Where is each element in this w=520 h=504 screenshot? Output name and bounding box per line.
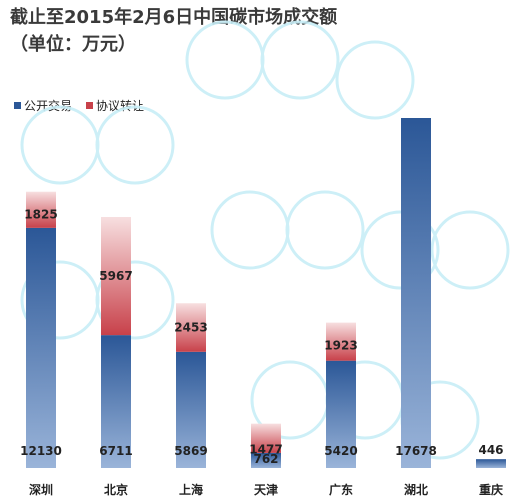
x-tick-label-1: 北京	[104, 482, 128, 497]
x-tick-label-0: 深圳	[29, 482, 53, 497]
data-label-public-6: 446	[478, 443, 503, 457]
data-label-public-2: 5869	[174, 444, 207, 458]
data-label-public-0: 12130	[20, 444, 62, 458]
data-label-agreement-3: 1477	[249, 443, 282, 457]
bar-public-1	[101, 335, 131, 468]
data-label-public-3: 762	[253, 452, 278, 466]
data-label-agreement-2: 2453	[174, 321, 207, 335]
x-tick-label-5: 湖北	[404, 482, 428, 497]
data-label-agreement-0: 1825	[24, 208, 57, 222]
data-label-public-4: 5420	[324, 444, 357, 458]
bar-agreement-2	[176, 303, 206, 352]
bar-public-5	[401, 118, 431, 468]
bar-public-2	[176, 351, 206, 468]
data-label-agreement-1: 5967	[99, 269, 132, 283]
chart-unit: （单位：万元）	[10, 34, 136, 55]
bar-public-4	[326, 360, 356, 468]
bar-public-3	[251, 452, 281, 468]
data-label-public-1: 6711	[99, 444, 132, 458]
data-label-agreement-4: 1923	[324, 339, 357, 353]
data-label-public-5: 17678	[395, 444, 437, 458]
x-tick-label-2: 上海	[179, 482, 203, 497]
bar-public-0	[26, 227, 56, 468]
bar-agreement-3	[251, 423, 281, 453]
x-tick-label-4: 广东	[329, 482, 353, 497]
bar-agreement-1	[101, 216, 131, 336]
bar-agreement-0	[26, 191, 56, 228]
legend-swatch-public	[14, 102, 21, 109]
x-tick-label-6: 重庆	[479, 482, 503, 497]
bar-agreement-4	[326, 322, 356, 361]
x-tick-label-3: 天津	[254, 482, 278, 497]
bar-public-6	[476, 459, 506, 468]
